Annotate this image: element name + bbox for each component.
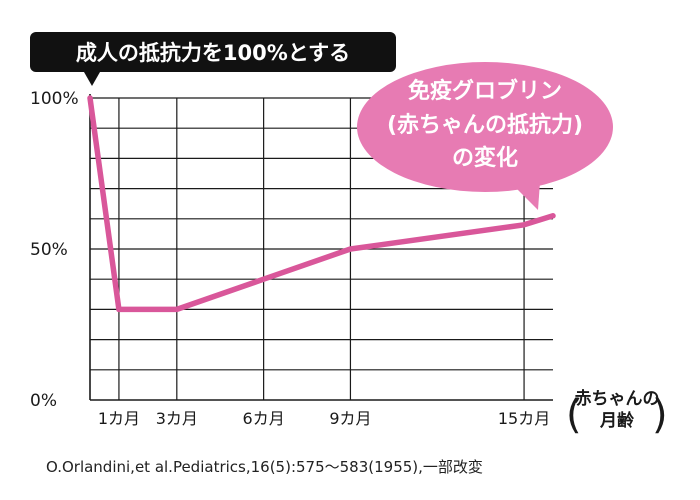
x-tick-label: 15カ月 — [498, 409, 550, 428]
y-tick-label: 100% — [30, 89, 79, 109]
callout-text-line: (赤ちゃんの抵抗力) — [387, 112, 583, 138]
x-label-open-paren: ( — [566, 392, 582, 438]
x-tick-label: 1カ月 — [98, 409, 140, 428]
x-label-close-paren: ) — [652, 392, 668, 438]
title-banner: 成人の抵抗力を100%とする — [30, 32, 396, 86]
y-tick-labels: 100% 50% 0% — [30, 89, 79, 411]
callout-text-line: の変化 — [452, 145, 518, 171]
x-tick-labels: 1カ月 3カ月 6カ月 9カ月 15カ月 — [98, 409, 550, 428]
chart-title: 成人の抵抗力を100%とする — [76, 41, 350, 65]
y-tick-label: 50% — [30, 240, 68, 260]
axes — [89, 94, 553, 401]
citation: O.Orlandini,et al.Pediatrics,16(5):575～5… — [46, 458, 483, 476]
y-tick-label: 0% — [30, 391, 57, 411]
x-label-line: 赤ちゃんの — [575, 388, 660, 409]
callout-ellipse — [357, 62, 613, 192]
callout-bubble: 免疫グロブリン (赤ちゃんの抵抗力) の変化 — [357, 62, 613, 210]
x-label-line: 月齢 — [599, 410, 635, 431]
title-banner-box — [30, 32, 396, 72]
callout-tail — [510, 182, 540, 210]
callout-text-line: 免疫グロブリン — [408, 78, 562, 104]
title-banner-pointer — [84, 72, 100, 86]
x-tick-label: 6カ月 — [243, 409, 285, 428]
x-tick-label: 9カ月 — [329, 409, 371, 428]
x-tick-label: 3カ月 — [156, 409, 198, 428]
series-layer — [87, 95, 556, 313]
